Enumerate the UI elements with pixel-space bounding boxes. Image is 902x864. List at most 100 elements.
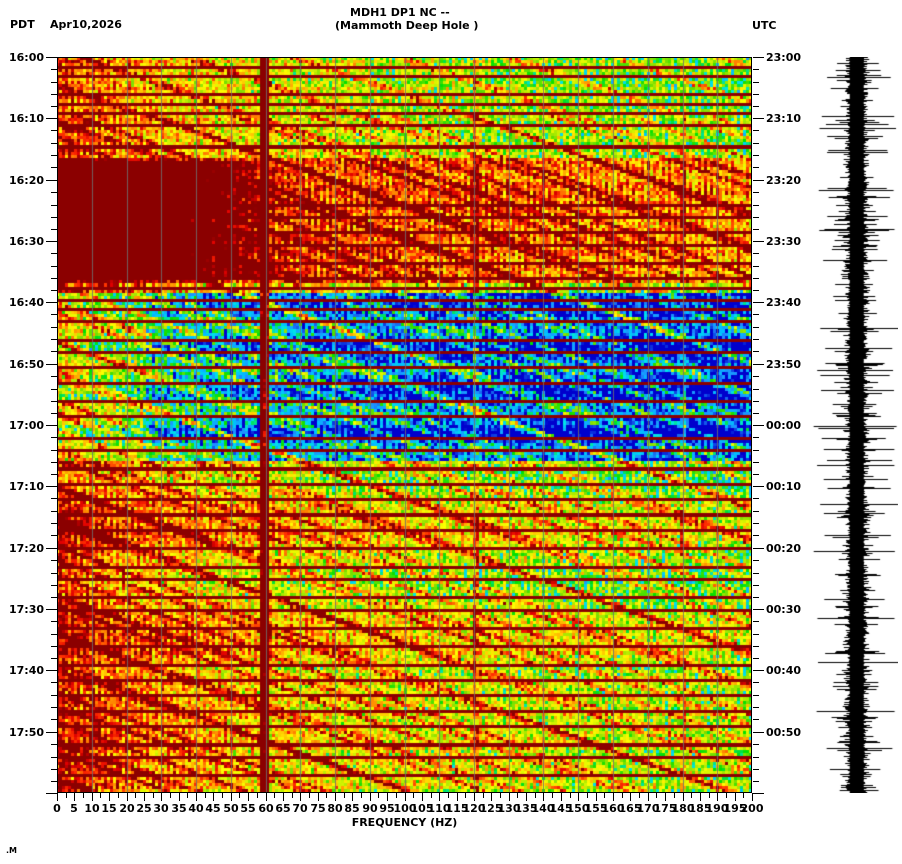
axis-tick-minor xyxy=(51,585,57,586)
axis-tick-minor xyxy=(51,290,57,291)
axis-tick-major xyxy=(753,670,764,671)
axis-tick-major xyxy=(46,118,57,119)
freq-tick-major xyxy=(196,793,197,801)
freq-tick-major xyxy=(318,793,319,801)
axis-tick-minor xyxy=(51,413,57,414)
axis-tick-minor xyxy=(753,523,759,524)
freq-tick-minor xyxy=(378,793,379,798)
axis-tick-minor xyxy=(753,106,759,107)
axis-tick-minor xyxy=(51,253,57,254)
corner-mark: .M xyxy=(6,846,17,855)
freq-tick-minor xyxy=(726,793,727,798)
freq-tick-major xyxy=(370,793,371,801)
freq-tick-label: 125 xyxy=(479,802,503,815)
axis-tick-minor xyxy=(51,143,57,144)
axis-tick-minor xyxy=(51,192,57,193)
axis-time-label: 17:30 xyxy=(8,603,44,616)
freq-tick-minor xyxy=(413,793,414,798)
axis-tick-minor xyxy=(51,437,57,438)
freq-tick-minor xyxy=(170,793,171,798)
axis-tick-minor xyxy=(51,523,57,524)
freq-tick-minor xyxy=(361,793,362,798)
axis-tick-minor xyxy=(753,695,759,696)
freq-tick-label: 100 xyxy=(393,802,417,815)
axis-time-label: 23:20 xyxy=(766,174,802,187)
freq-tick-label: 140 xyxy=(531,802,555,815)
freq-tick-major xyxy=(543,793,544,801)
freq-tick-major xyxy=(213,793,214,801)
freq-tick-label: 135 xyxy=(514,802,538,815)
freq-tick-major xyxy=(57,793,58,801)
freq-tick-major xyxy=(648,793,649,801)
freq-tick-label: 25 xyxy=(136,802,152,815)
freq-tick-minor xyxy=(465,793,466,798)
axis-time-label: 17:20 xyxy=(8,542,44,555)
freq-tick-minor xyxy=(396,793,397,798)
freq-tick-minor xyxy=(570,793,571,798)
axis-tick-minor xyxy=(753,474,759,475)
axis-tick-minor xyxy=(753,266,759,267)
axis-tick-minor xyxy=(51,560,57,561)
spectrogram-plot[interactable] xyxy=(57,57,752,793)
seismogram-trace-canvas xyxy=(812,57,898,793)
axis-tick-minor xyxy=(753,646,759,647)
axis-tick-minor xyxy=(51,69,57,70)
freq-tick-minor xyxy=(309,793,310,798)
axis-tick-major xyxy=(46,793,57,794)
axis-tick-minor xyxy=(753,597,759,598)
freq-tick-minor xyxy=(674,793,675,798)
header-timezone-right: UTC xyxy=(752,19,777,32)
axis-tick-major xyxy=(46,57,57,58)
freq-tick-minor xyxy=(66,793,67,798)
axis-tick-minor xyxy=(51,314,57,315)
axis-tick-minor xyxy=(753,389,759,390)
freq-tick-label: 180 xyxy=(671,802,695,815)
axis-tick-minor xyxy=(51,707,57,708)
freq-tick-minor xyxy=(100,793,101,798)
freq-tick-minor xyxy=(483,793,484,798)
freq-tick-major xyxy=(300,793,301,801)
axis-tick-major xyxy=(46,241,57,242)
freq-tick-label: 150 xyxy=(566,802,590,815)
freq-tick-label: 60 xyxy=(258,802,274,815)
freq-tick-minor xyxy=(153,793,154,798)
axis-tick-minor xyxy=(753,69,759,70)
axis-tick-minor xyxy=(753,94,759,95)
axis-tick-minor xyxy=(753,82,759,83)
axis-tick-minor xyxy=(51,389,57,390)
freq-tick-minor xyxy=(743,793,744,798)
freq-tick-major xyxy=(283,793,284,801)
freq-tick-major xyxy=(405,793,406,801)
axis-time-label: 00:30 xyxy=(766,603,802,616)
freq-tick-minor xyxy=(517,793,518,798)
freq-tick-label: 130 xyxy=(497,802,521,815)
freq-tick-minor xyxy=(118,793,119,798)
axis-tick-minor xyxy=(753,229,759,230)
axis-time-label: 23:30 xyxy=(766,235,802,248)
axis-tick-minor xyxy=(51,376,57,377)
freq-tick-label: 165 xyxy=(618,802,642,815)
axis-tick-minor xyxy=(51,573,57,574)
axis-tick-minor xyxy=(51,167,57,168)
header-timezone-left: PDT xyxy=(10,18,35,31)
axis-time-label: 23:00 xyxy=(766,51,802,64)
axis-tick-minor xyxy=(51,327,57,328)
freq-tick-major xyxy=(127,793,128,801)
freq-tick-major xyxy=(526,793,527,801)
freq-tick-minor xyxy=(292,793,293,798)
freq-tick-major xyxy=(474,793,475,801)
axis-tick-minor xyxy=(51,94,57,95)
axis-tick-minor xyxy=(51,646,57,647)
axis-tick-minor xyxy=(753,560,759,561)
frequency-axis: FREQUENCY (HZ) 0 5 10 15 20 25 30 35 40 45 50 55 60 6… xyxy=(53,793,763,833)
axis-tick-minor xyxy=(753,401,759,402)
header-date: Apr10,2026 xyxy=(50,18,122,31)
freq-tick-minor xyxy=(187,793,188,798)
freq-tick-major xyxy=(457,793,458,801)
axis-tick-major xyxy=(46,732,57,733)
axis-tick-minor xyxy=(753,658,759,659)
freq-tick-minor xyxy=(222,793,223,798)
axis-tick-minor xyxy=(753,682,759,683)
axis-tick-minor xyxy=(753,143,759,144)
axis-tick-minor xyxy=(753,192,759,193)
